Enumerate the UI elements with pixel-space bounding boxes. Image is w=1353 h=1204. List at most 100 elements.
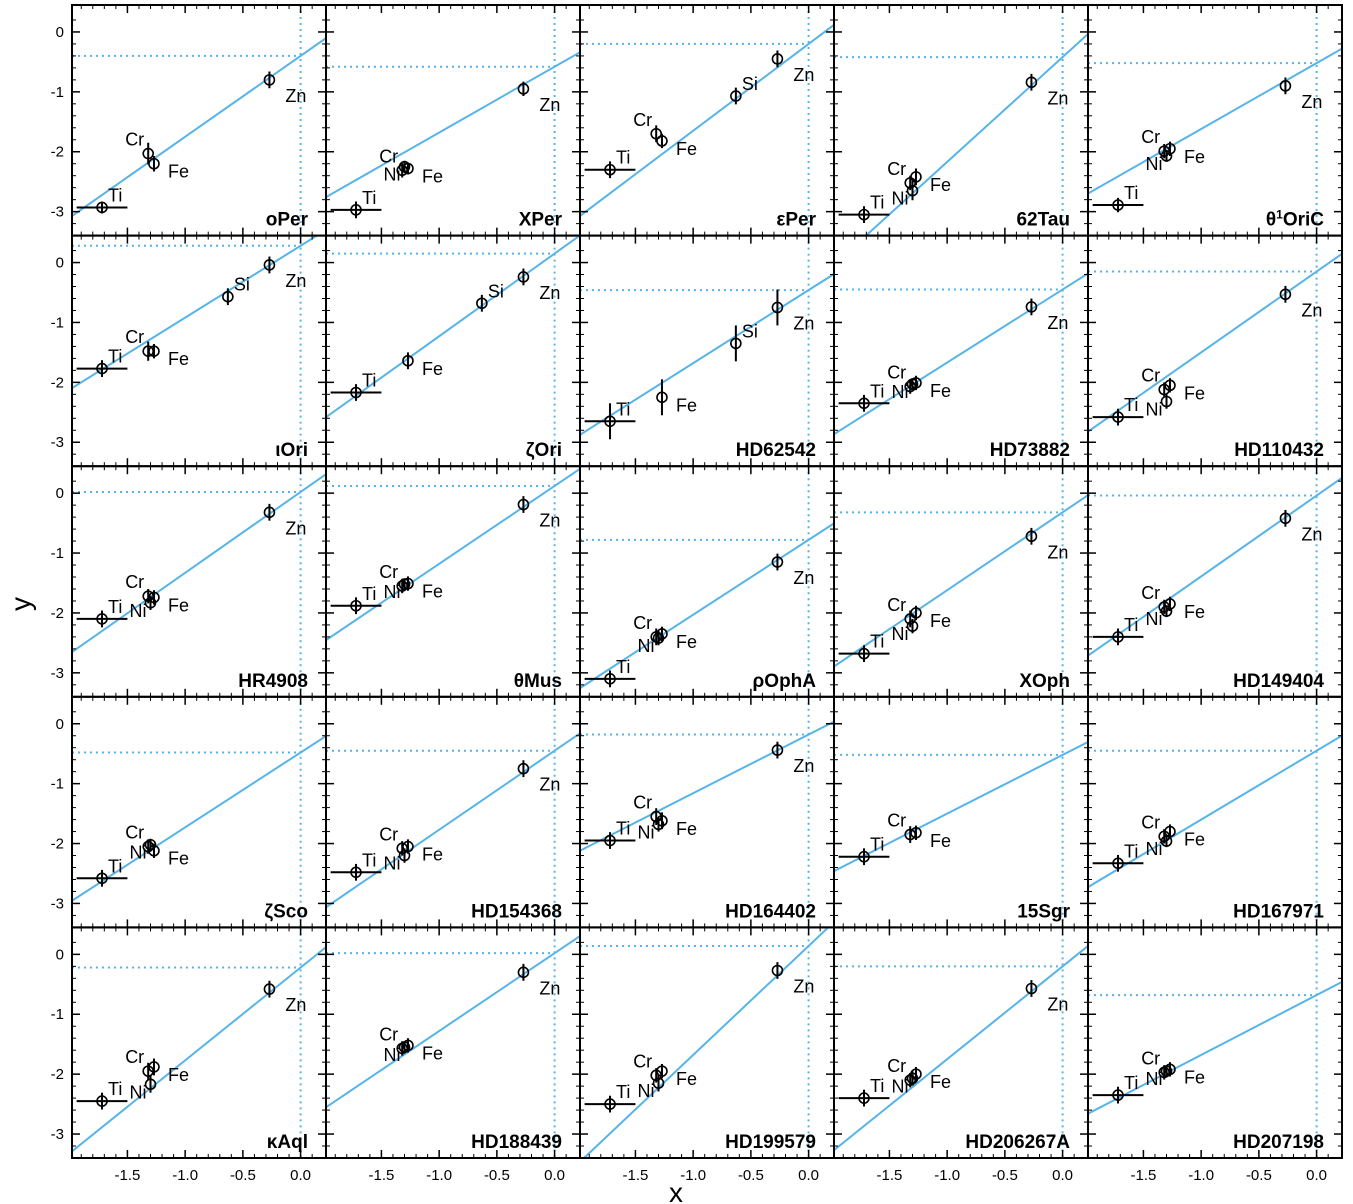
element-label: Zn	[1301, 300, 1322, 320]
data-point-Fe: Fe	[1164, 141, 1205, 167]
data-point-Ni: Ni	[892, 181, 919, 209]
marker	[402, 1039, 414, 1052]
data-point-Fe: Fe	[910, 825, 951, 851]
data-point-Ni: Ni	[130, 838, 157, 863]
element-label: Si	[234, 275, 250, 295]
y-tick-label: -3	[51, 895, 64, 912]
star-label: XPer	[519, 210, 563, 231]
fit-line	[326, 51, 580, 199]
marker	[604, 834, 616, 847]
element-label: Ti	[108, 856, 122, 876]
data-point-Ti: Ti	[76, 347, 128, 377]
panel-frame	[833, 926, 1089, 1160]
data-point-Ti: Ti	[1092, 395, 1144, 426]
marker	[402, 354, 414, 367]
data-point-Ni: Ni	[638, 1074, 665, 1101]
element-label: Ni	[384, 165, 401, 185]
data-point-Ni: Ni	[1146, 1065, 1173, 1089]
element-label: Fe	[168, 349, 189, 369]
fit-line	[1088, 476, 1342, 657]
marker	[652, 1077, 665, 1089]
x-tick-label: -1.0	[1188, 1167, 1214, 1184]
x-tick-label: 0.0	[544, 1167, 565, 1184]
marker	[906, 184, 919, 197]
marker	[1112, 857, 1124, 870]
element-label: Ti	[616, 399, 630, 419]
marker	[148, 844, 160, 857]
x-tick-label: 0.0	[1052, 1167, 1073, 1184]
element-label: Zn	[539, 978, 560, 998]
marker	[1112, 411, 1124, 423]
marker	[402, 162, 414, 175]
marker	[263, 259, 276, 271]
data-point-Fe: Fe	[910, 1066, 951, 1092]
data-point-Ti: Ti	[76, 1079, 128, 1110]
element-label: Cr	[633, 110, 652, 130]
element-label: Fe	[930, 831, 951, 851]
marker	[1164, 598, 1176, 610]
element-label: Zn	[793, 756, 814, 776]
marker	[1025, 982, 1038, 995]
marker	[656, 628, 668, 640]
y-tick-label: -2	[51, 605, 64, 622]
element-label: Ni	[1146, 1069, 1163, 1089]
marker	[604, 415, 616, 428]
element-label: Ti	[870, 835, 884, 855]
panel-frame	[325, 695, 581, 929]
element-label: Ni	[384, 1045, 401, 1065]
y-tick-label: 0	[56, 716, 64, 733]
panel-ρOphA: Ti Cr Ni Fe Zn ρOphA	[579, 465, 835, 698]
panel-frame	[579, 695, 835, 929]
star-label: ιOri	[275, 440, 308, 461]
y-tick-label: -1	[51, 84, 64, 101]
element-label: Fe	[676, 1069, 697, 1089]
element-label: Ni	[1146, 839, 1163, 859]
marker	[517, 498, 530, 511]
element-label: Ni	[638, 636, 655, 656]
marker	[350, 599, 362, 612]
element-label: Ti	[1124, 395, 1138, 415]
panel-frame	[325, 234, 581, 468]
element-label: Si	[742, 74, 758, 94]
y-tick-label: -1	[51, 314, 64, 331]
y-tick-label: 0	[56, 24, 64, 41]
element-label: Ti	[870, 381, 884, 401]
element-label: Fe	[168, 849, 189, 869]
marker	[96, 1095, 108, 1107]
element-label: Fe	[676, 819, 697, 839]
marker	[910, 1068, 922, 1080]
data-point-Fe: Fe	[148, 1058, 189, 1085]
element-label: Ni	[1146, 609, 1163, 629]
marker	[910, 377, 922, 389]
marker	[1112, 199, 1124, 211]
data-point-Fe: Fe	[656, 379, 697, 415]
element-label: Fe	[422, 845, 443, 865]
element-label: Cr	[633, 1051, 652, 1071]
marker	[96, 362, 108, 375]
element-label: Cr	[887, 1056, 906, 1076]
marker	[517, 271, 530, 283]
star-label: θMus	[514, 671, 562, 692]
star-label: HD167971	[1233, 901, 1324, 922]
data-point-Fe: Fe	[148, 344, 189, 369]
panel-frame	[71, 926, 327, 1160]
marker	[906, 620, 919, 632]
data-point-Zn: Zn	[771, 962, 814, 997]
fit-line	[582, 927, 830, 1159]
x-tick-label: 0.0	[798, 1167, 819, 1184]
star-label: XOph	[1019, 671, 1070, 692]
marker	[910, 607, 922, 619]
data-point-Zn: Zn	[517, 760, 560, 795]
element-label: Zn	[793, 977, 814, 997]
element-label: Fe	[676, 632, 697, 652]
element-label: Cr	[887, 363, 906, 383]
element-label: Ti	[870, 632, 884, 652]
element-label: Cr	[125, 327, 144, 347]
y-tick-label: -2	[51, 1066, 64, 1083]
marker	[910, 826, 922, 839]
data-point-Fe: Fe	[1164, 824, 1205, 850]
